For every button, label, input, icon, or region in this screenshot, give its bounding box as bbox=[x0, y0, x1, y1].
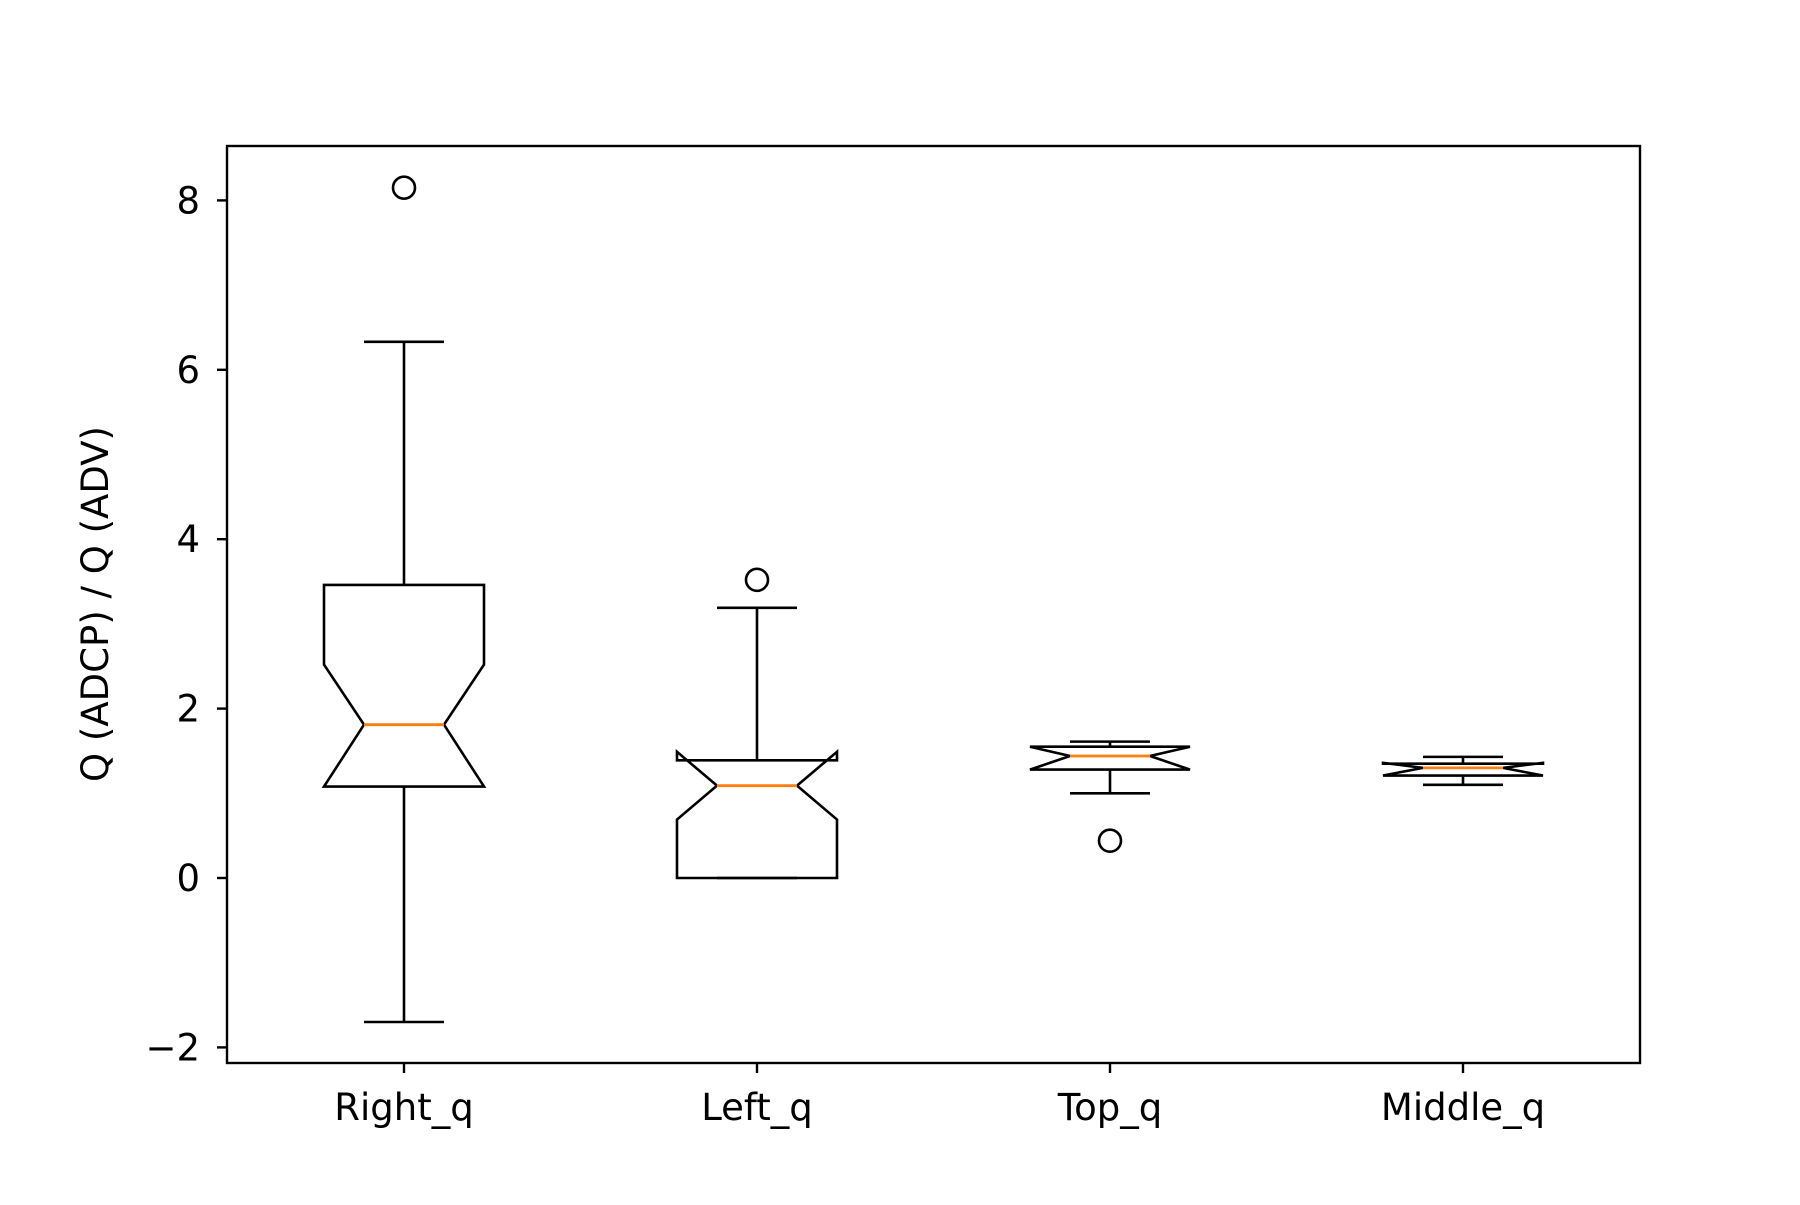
x-tick-label: Right_q bbox=[334, 1086, 473, 1129]
y-tick-label: 4 bbox=[176, 518, 200, 561]
box-group-right-q bbox=[321, 175, 487, 1024]
y-axis: −2 0 2 4 6 8 bbox=[145, 179, 227, 1069]
plot-marks bbox=[321, 175, 1545, 1024]
y-axis-label: Q (ADCP) / Q (ADV) bbox=[74, 426, 117, 782]
plot-frame bbox=[225, 144, 1642, 1065]
notched-box bbox=[1381, 761, 1545, 777]
y-tick-label: 2 bbox=[176, 688, 200, 731]
outlier-point bbox=[391, 175, 417, 200]
y-tick-label: 0 bbox=[176, 857, 200, 900]
notched-box bbox=[321, 583, 487, 788]
box-group-middle-q bbox=[1381, 755, 1545, 787]
outlier-point bbox=[1097, 828, 1123, 854]
box-group-left-q bbox=[675, 567, 839, 880]
y-tick-label: 8 bbox=[176, 179, 200, 222]
y-tick-label: 6 bbox=[176, 349, 200, 392]
notched-box bbox=[675, 748, 839, 880]
box-group-top-q bbox=[1029, 740, 1191, 854]
y-tick-label: −2 bbox=[145, 1026, 200, 1069]
x-tick-label: Left_q bbox=[701, 1086, 813, 1129]
outlier-point bbox=[744, 567, 770, 593]
x-tick-label: Top_q bbox=[1057, 1086, 1162, 1129]
x-tick-label: Middle_q bbox=[1381, 1086, 1545, 1129]
x-axis: Right_q Left_q Top_q Middle_q bbox=[334, 1063, 1545, 1129]
